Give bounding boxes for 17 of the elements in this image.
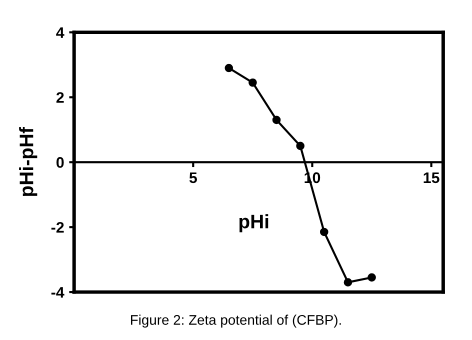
point	[344, 278, 352, 286]
point	[296, 142, 304, 150]
y-tick-label: 4	[56, 27, 64, 38]
y-tick-label: -2	[51, 222, 64, 233]
y-tick-label: -4	[51, 287, 64, 298]
x-tick-label: 15	[424, 172, 440, 184]
point	[272, 116, 281, 124]
point	[224, 64, 234, 72]
caption: Figure 2: Zeta potential of (CFBP).	[131, 314, 341, 328]
point	[248, 78, 257, 87]
point	[320, 228, 328, 236]
point	[368, 273, 376, 282]
y-tick-label: 0	[56, 157, 64, 168]
x-axis-title: pHi	[239, 214, 268, 232]
y-axis-title: pHi-pHf	[19, 127, 38, 196]
x-tick-label: 5	[189, 172, 197, 184]
y-tick-label: 2	[56, 92, 64, 103]
